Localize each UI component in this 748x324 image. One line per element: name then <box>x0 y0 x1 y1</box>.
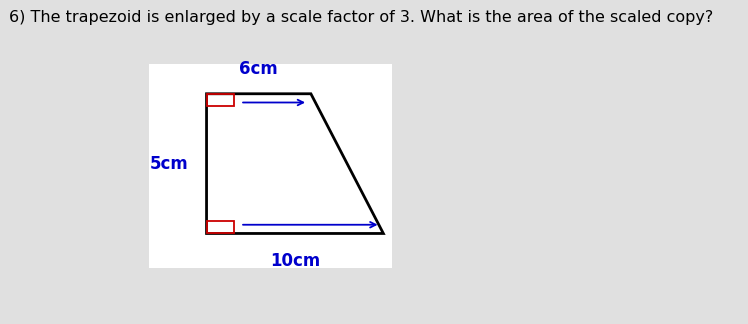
Bar <box>206 222 234 234</box>
Text: 5cm: 5cm <box>150 155 188 173</box>
Bar <box>149 64 392 268</box>
Text: 10cm: 10cm <box>270 252 320 270</box>
Text: 6) The trapezoid is enlarged by a scale factor of 3. What is the area of the sca: 6) The trapezoid is enlarged by a scale … <box>9 10 714 25</box>
Text: 6cm: 6cm <box>239 60 278 78</box>
Bar <box>206 94 234 106</box>
